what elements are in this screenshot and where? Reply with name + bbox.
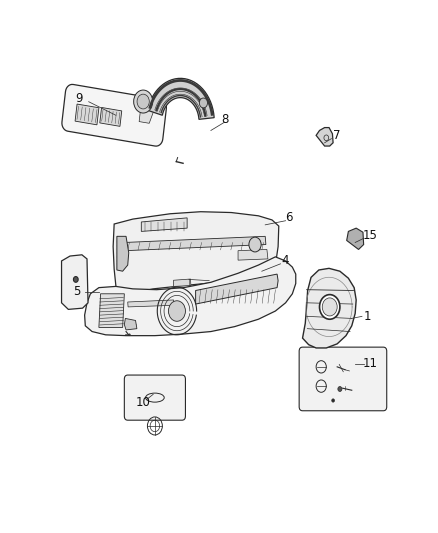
Polygon shape bbox=[128, 300, 174, 307]
Text: 6: 6 bbox=[285, 212, 293, 224]
Text: 10: 10 bbox=[136, 396, 150, 409]
Polygon shape bbox=[62, 84, 166, 146]
Text: 4: 4 bbox=[282, 254, 290, 268]
Polygon shape bbox=[148, 78, 214, 119]
Polygon shape bbox=[238, 249, 268, 260]
Circle shape bbox=[169, 301, 185, 321]
Circle shape bbox=[134, 90, 153, 113]
Polygon shape bbox=[346, 228, 364, 249]
Polygon shape bbox=[316, 127, 333, 146]
Text: 7: 7 bbox=[333, 130, 340, 142]
Circle shape bbox=[338, 386, 342, 391]
Circle shape bbox=[332, 399, 335, 402]
FancyBboxPatch shape bbox=[299, 347, 387, 411]
Polygon shape bbox=[124, 318, 137, 330]
Text: 15: 15 bbox=[363, 229, 378, 242]
Text: 11: 11 bbox=[363, 357, 378, 370]
Polygon shape bbox=[139, 107, 154, 123]
Polygon shape bbox=[117, 236, 129, 271]
Circle shape bbox=[74, 277, 78, 282]
Polygon shape bbox=[124, 236, 266, 251]
Polygon shape bbox=[75, 104, 99, 125]
Polygon shape bbox=[196, 274, 278, 304]
Polygon shape bbox=[113, 212, 279, 300]
Text: 5: 5 bbox=[73, 285, 81, 298]
Circle shape bbox=[137, 94, 149, 109]
Polygon shape bbox=[61, 255, 88, 309]
Polygon shape bbox=[303, 268, 356, 348]
FancyBboxPatch shape bbox=[124, 375, 185, 420]
Polygon shape bbox=[85, 257, 296, 336]
Polygon shape bbox=[173, 279, 191, 286]
Polygon shape bbox=[99, 294, 124, 327]
Text: 8: 8 bbox=[221, 113, 228, 126]
Circle shape bbox=[319, 295, 340, 319]
Circle shape bbox=[199, 98, 208, 108]
Polygon shape bbox=[141, 218, 187, 231]
Text: 9: 9 bbox=[75, 92, 82, 106]
Circle shape bbox=[322, 298, 337, 316]
Circle shape bbox=[249, 237, 261, 252]
Polygon shape bbox=[100, 108, 122, 126]
Text: 1: 1 bbox=[363, 310, 371, 323]
